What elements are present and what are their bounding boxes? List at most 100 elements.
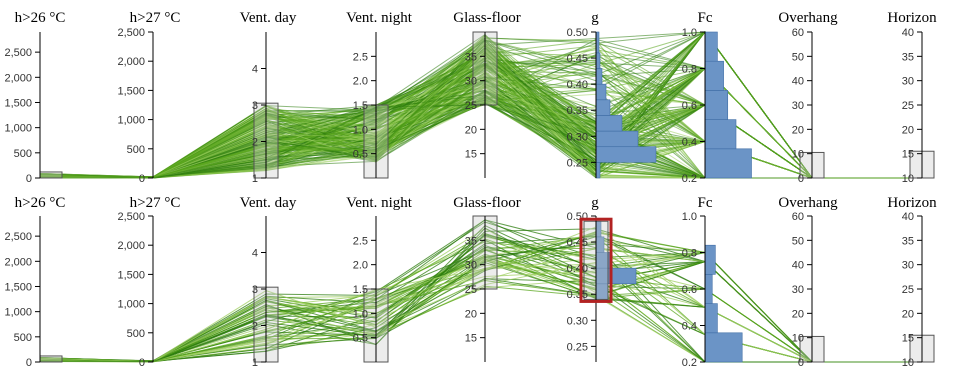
tick-label: 0.35: [567, 105, 588, 117]
tick-label: 0.5: [353, 333, 368, 345]
axis-g: 0.25 0.30 0.35 0.40 0.45 0.50g: [567, 10, 657, 179]
tick-label: 1.0: [682, 211, 697, 223]
tick-label: 30: [792, 100, 804, 112]
axis-title: Vent. day: [240, 195, 297, 211]
tick-label: 50: [792, 235, 804, 247]
tick-label: 3: [252, 100, 258, 112]
tick-label: 500: [127, 328, 145, 340]
tick-label: 0.4: [682, 321, 697, 333]
axis-title: Vent. night: [346, 10, 413, 26]
histogram-bar: [704, 274, 713, 304]
tick-label: 35: [465, 51, 477, 63]
axis-title: h>26 °C: [15, 195, 66, 211]
tick-label: 40: [792, 260, 804, 272]
axis-h26: 0 500 1,000 1,500 2,000 2,500 h>26 °C: [4, 10, 65, 185]
tick-label: 2,000: [4, 256, 32, 268]
tick-label: 30: [902, 260, 914, 272]
axis-glass: 15 20 25 30 35 Glass-floor: [453, 195, 521, 362]
tick-label: 0: [798, 357, 804, 368]
tick-label: 25: [465, 284, 477, 296]
tick-label: 2: [252, 137, 258, 149]
histogram-bar: [704, 60, 724, 91]
tick-label: 2,000: [117, 56, 145, 68]
histogram-bar: [595, 146, 657, 163]
tick-label: 0.30: [567, 131, 588, 143]
tick-label: 1,000: [4, 123, 32, 135]
tick-label: 10: [792, 333, 804, 345]
tick-label: 500: [14, 148, 32, 160]
histogram-bar: [595, 115, 623, 132]
tick-label: 0.40: [567, 79, 588, 91]
tick-label: 0: [26, 173, 32, 185]
tick-label: 0.2: [682, 173, 697, 185]
axis-title: Fc: [698, 195, 713, 211]
tick-label: 2,500: [4, 47, 32, 59]
tick-label: 1: [252, 357, 258, 368]
tick-label: 40: [902, 27, 914, 39]
tick-label: 1,500: [4, 97, 32, 109]
tick-label: 0.35: [567, 289, 588, 301]
tick-label: 30: [792, 284, 804, 296]
tick-label: 500: [14, 332, 32, 344]
tick-label: 0: [798, 173, 804, 185]
histogram-bar: [595, 130, 639, 148]
highlight-box: [579, 217, 613, 303]
axis-vday: 1 2 3 4 Vent. day: [240, 10, 297, 185]
axis-title: Horizon: [887, 10, 937, 26]
histogram-bar: [704, 90, 729, 120]
axis-glass: 15 20 25 30 35 Glass-floor: [453, 10, 521, 178]
tick-label: 2,500: [117, 211, 145, 223]
histogram-bar: [595, 83, 607, 101]
histogram-bar: [595, 99, 611, 116]
axis-vday: 1 2 3 4 Vent. day: [240, 195, 297, 369]
axis-title: g: [591, 10, 599, 26]
tick-label: 0.45: [567, 53, 588, 65]
histogram-bar: [704, 119, 737, 150]
tick-label: 20: [902, 308, 914, 320]
tick-label: 4: [252, 248, 258, 260]
tick-label: 20: [465, 124, 477, 136]
histogram-bar: [595, 162, 601, 179]
tick-label: 2,000: [4, 72, 32, 84]
tick-label: 1.0: [682, 27, 697, 39]
axis-title: Overhang: [778, 10, 838, 26]
tick-label: 20: [792, 124, 804, 136]
tick-label: 0.40: [567, 263, 588, 275]
tick-label: 2,500: [4, 231, 32, 243]
axis-title: Glass-floor: [453, 10, 521, 26]
tick-label: 3: [252, 284, 258, 296]
tick-label: 10: [902, 357, 914, 368]
tick-label: 60: [792, 211, 804, 223]
axis-vnight: 0.5 1.0 1.5 2.0 2.5 Vent. night: [346, 10, 413, 179]
axis-title: h>27 °C: [130, 10, 181, 26]
axis-title: Horizon: [887, 195, 937, 211]
tick-label: 15: [465, 333, 477, 345]
tick-label: 2,000: [117, 240, 145, 252]
tick-label: 1,000: [4, 307, 32, 319]
tick-label: 40: [792, 76, 804, 88]
axis-title: Vent. day: [240, 10, 297, 26]
tick-label: 25: [465, 100, 477, 112]
tick-label: 20: [902, 124, 914, 136]
tick-label: 30: [465, 260, 477, 272]
tick-label: 2: [252, 321, 258, 333]
axis-title: Glass-floor: [453, 195, 521, 211]
histogram-bar: [704, 148, 752, 179]
tick-label: 0.6: [682, 100, 697, 112]
tick-label: 0.25: [567, 341, 588, 353]
histogram-bar: [595, 68, 603, 85]
brush-selection: [39, 355, 63, 363]
tick-label: 1.5: [353, 284, 368, 296]
tick-label: 0.5: [353, 149, 368, 161]
tick-label: 2.5: [353, 235, 368, 247]
tick-label: 0.2: [682, 357, 697, 368]
brush-selection: [39, 171, 63, 179]
histogram-bar: [704, 332, 743, 363]
axis-vnight: 0.5 1.0 1.5 2.0 2.5 Vent. night: [346, 195, 413, 363]
